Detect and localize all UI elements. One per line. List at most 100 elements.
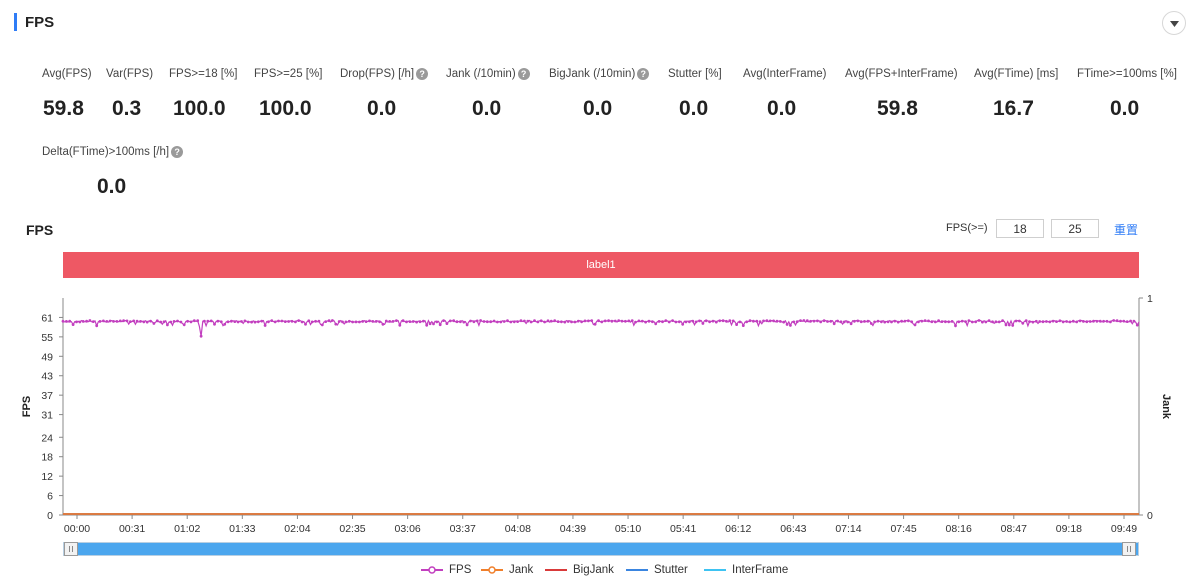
fps-data-point bbox=[762, 319, 765, 323]
fps-data-point bbox=[890, 320, 893, 324]
fps-data-point bbox=[728, 319, 732, 322]
x-tick-label: 00:31 bbox=[119, 523, 145, 535]
fps-data-point bbox=[331, 319, 334, 322]
fps-data-point bbox=[883, 320, 887, 324]
reset-link[interactable]: 重置 bbox=[1114, 223, 1139, 237]
fps-data-point bbox=[758, 320, 762, 324]
legend-label: FPS bbox=[449, 564, 472, 576]
y2-axis-title: Jank bbox=[1160, 394, 1172, 420]
fps-data-point bbox=[842, 320, 846, 324]
fps-data-point bbox=[782, 320, 786, 324]
fps-data-point bbox=[236, 320, 240, 324]
legend-label: BigJank bbox=[573, 564, 614, 576]
fps-data-point bbox=[209, 319, 213, 323]
fps-data-point bbox=[910, 320, 914, 324]
metric-label: Avg(FPS) bbox=[42, 68, 92, 80]
fps-data-point bbox=[836, 319, 839, 323]
x-tick-label: 09:49 bbox=[1111, 523, 1137, 535]
fps-data-point bbox=[987, 319, 991, 322]
y-tick-label: 24 bbox=[41, 432, 53, 444]
x-tick-label: 05:41 bbox=[670, 523, 696, 535]
legend-item-stutter[interactable]: Stutter bbox=[626, 564, 688, 576]
zoom-slider-handle-right[interactable] bbox=[1122, 542, 1136, 556]
fps-data-point bbox=[334, 322, 338, 326]
fps-data-point bbox=[809, 319, 812, 323]
label-bar: label1 bbox=[63, 252, 1139, 278]
question-circle-icon[interactable]: ? bbox=[637, 68, 650, 80]
x-tick-label: 07:45 bbox=[890, 523, 916, 535]
fps-data-point bbox=[624, 319, 627, 323]
fps-data-point bbox=[425, 323, 429, 327]
question-circle-icon[interactable]: ? bbox=[171, 146, 184, 158]
fps-data-point bbox=[432, 322, 435, 326]
fps-data-point bbox=[381, 322, 385, 326]
fps-data-point bbox=[132, 319, 136, 323]
fps-data-point bbox=[489, 320, 493, 324]
fps-data-point bbox=[768, 319, 772, 323]
metric-label: Jank (/10min)? bbox=[446, 68, 530, 80]
fps-data-point bbox=[166, 323, 169, 327]
fps-data-point bbox=[509, 320, 513, 324]
fps-data-point bbox=[627, 319, 631, 323]
fps-data-point bbox=[805, 319, 809, 323]
fps-data-point bbox=[839, 320, 843, 324]
legend-item-fps[interactable]: FPS bbox=[421, 564, 471, 576]
fps-data-point bbox=[395, 319, 398, 322]
fps-data-point bbox=[1051, 319, 1055, 323]
fps-data-point bbox=[384, 319, 388, 323]
fps-data-point bbox=[371, 320, 375, 323]
fps-data-point bbox=[219, 320, 223, 324]
fps-data-point bbox=[391, 320, 395, 323]
zoom-slider-track[interactable] bbox=[63, 542, 1139, 556]
fps-data-point bbox=[1075, 320, 1079, 324]
fps-data-point bbox=[418, 320, 422, 324]
fps-data-point bbox=[112, 320, 115, 323]
fps-data-point bbox=[81, 320, 85, 323]
metric-label: Avg(FPS+InterFrame) bbox=[845, 68, 958, 80]
fps-data-point bbox=[997, 320, 1001, 324]
threshold-input-1[interactable] bbox=[996, 219, 1044, 238]
fps-data-point bbox=[129, 320, 132, 323]
fps-data-point bbox=[496, 320, 499, 324]
fps-data-point bbox=[731, 319, 735, 323]
fps-data-point bbox=[314, 319, 317, 323]
fps-data-point bbox=[512, 320, 516, 324]
x-tick-label: 05:10 bbox=[615, 523, 641, 535]
x-tick-label: 00:00 bbox=[64, 523, 90, 535]
fps-data-point bbox=[560, 320, 563, 324]
fps-data-point bbox=[267, 320, 270, 324]
legend-item-interframe[interactable]: InterFrame bbox=[704, 564, 788, 576]
zoom-slider-handle-left[interactable] bbox=[64, 542, 78, 556]
y-tick-label: 61 bbox=[41, 312, 53, 324]
fps-data-point bbox=[590, 319, 594, 322]
fps-data-point bbox=[866, 319, 870, 323]
legend-item-jank[interactable]: Jank bbox=[481, 564, 533, 576]
fps-data-point bbox=[812, 319, 816, 323]
metric-label-text: Delta(FTime)>100ms [/h] bbox=[42, 146, 170, 158]
collapse-button[interactable] bbox=[1162, 11, 1186, 35]
question-circle-icon[interactable]: ? bbox=[416, 68, 429, 80]
question-circle-icon[interactable]: ? bbox=[517, 68, 530, 80]
fps-data-point bbox=[974, 320, 978, 324]
metric-value: 0.0 bbox=[367, 97, 397, 120]
fps-data-point bbox=[816, 319, 819, 323]
fps-data-point bbox=[785, 323, 789, 326]
chart-title: FPS bbox=[26, 222, 54, 238]
fps-data-point bbox=[280, 319, 284, 323]
fps-data-point bbox=[664, 319, 668, 322]
fps-data-point bbox=[587, 319, 590, 323]
fps-data-point bbox=[479, 319, 482, 322]
fps-data-point bbox=[964, 320, 967, 323]
fps-data-point bbox=[428, 322, 432, 326]
fps-data-point bbox=[105, 320, 109, 323]
fps-data-point bbox=[465, 323, 469, 327]
fps-data-point bbox=[920, 319, 924, 323]
metric-label-text: FPS>=18 [%] bbox=[169, 68, 238, 80]
legend-item-bigjank[interactable]: BigJank bbox=[545, 564, 614, 576]
fps-data-point bbox=[937, 319, 940, 323]
metric-value: 16.7 bbox=[993, 97, 1034, 120]
threshold-input-2[interactable] bbox=[1051, 219, 1099, 238]
fps-data-point bbox=[118, 319, 122, 323]
legend-swatch bbox=[421, 566, 443, 574]
fps-data-point bbox=[981, 320, 984, 324]
